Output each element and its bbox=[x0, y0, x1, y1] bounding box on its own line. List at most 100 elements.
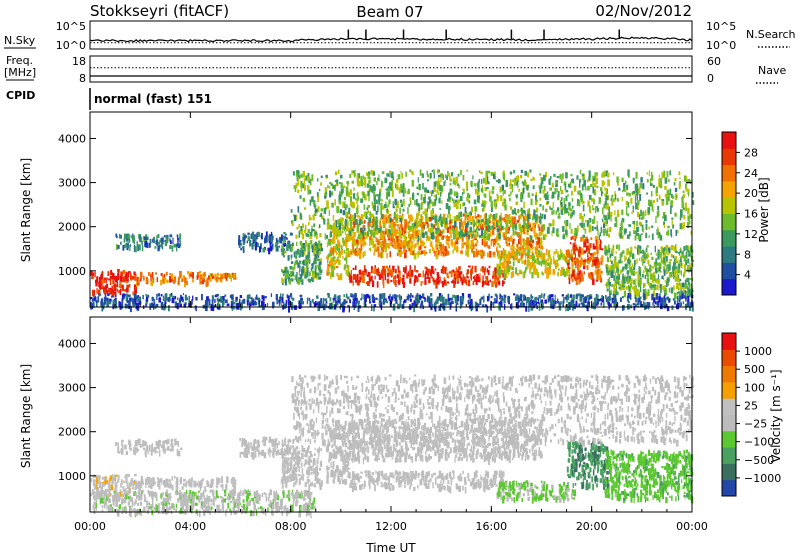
scatter-cell bbox=[319, 233, 322, 238]
scatter-cell bbox=[525, 222, 529, 230]
scatter-cell bbox=[623, 185, 625, 192]
scatter-cell bbox=[301, 250, 304, 257]
scatter-cell bbox=[248, 301, 252, 304]
scatter-cell bbox=[542, 224, 545, 231]
scatter-cell bbox=[604, 201, 607, 208]
nsky-label: N.Sky bbox=[4, 34, 36, 47]
scatter-cell bbox=[413, 305, 416, 313]
scatter-cell bbox=[417, 232, 420, 239]
scatter-cell bbox=[412, 243, 414, 248]
scatter-cell bbox=[601, 191, 604, 194]
scatter-cell bbox=[94, 295, 97, 299]
scatter-cell bbox=[557, 191, 560, 198]
scatter-cell bbox=[346, 293, 348, 298]
scatter-cell bbox=[492, 275, 494, 279]
scatter-cell bbox=[315, 302, 319, 306]
scatter-cell bbox=[536, 245, 538, 249]
scatter-cell bbox=[401, 228, 404, 235]
scatter-cell bbox=[125, 276, 128, 280]
scatter-cell bbox=[636, 226, 639, 232]
scatter-cell bbox=[630, 278, 633, 285]
scatter-cell bbox=[119, 234, 122, 239]
scatter-cell bbox=[612, 293, 615, 297]
scatter-cell bbox=[362, 251, 365, 258]
scatter-cell bbox=[150, 276, 152, 282]
scatter-cell bbox=[309, 199, 312, 206]
scatter-cell bbox=[403, 201, 405, 207]
scatter-cell bbox=[358, 300, 360, 304]
scatter-cell bbox=[565, 172, 568, 179]
scatter-cell bbox=[136, 295, 139, 300]
scatter-cell bbox=[687, 223, 690, 227]
scatter-cell bbox=[349, 275, 353, 283]
scatter-cell bbox=[357, 234, 361, 240]
scatter-cell bbox=[679, 257, 682, 262]
scatter-cell bbox=[95, 300, 98, 303]
scatter-cell bbox=[515, 213, 517, 216]
scatter-cell bbox=[578, 199, 581, 207]
scatter-cell bbox=[606, 228, 609, 233]
scatter-cell bbox=[471, 248, 474, 252]
scatter-cell bbox=[674, 177, 677, 182]
scatter-cell bbox=[589, 244, 591, 247]
scatter-cell bbox=[508, 272, 510, 275]
scatter-cell bbox=[626, 278, 629, 284]
scatter-cell bbox=[105, 279, 107, 284]
scatter-cell bbox=[138, 244, 141, 251]
scatter-cell bbox=[120, 241, 122, 245]
scatter-cell bbox=[511, 179, 515, 183]
scatter-cell bbox=[429, 216, 432, 222]
scatter-cell bbox=[326, 234, 329, 239]
scatter-cell bbox=[684, 264, 686, 268]
scatter-cell bbox=[460, 228, 462, 235]
scatter-cell bbox=[319, 250, 321, 255]
scatter-cell bbox=[152, 303, 156, 306]
scatter-cell bbox=[431, 169, 434, 173]
scatter-cell bbox=[126, 304, 129, 308]
scatter-cell bbox=[300, 174, 303, 178]
scatter-cell bbox=[398, 272, 401, 278]
scatter-cell bbox=[157, 245, 160, 252]
scatter-cell bbox=[565, 195, 568, 202]
scatter-cell bbox=[577, 258, 579, 265]
scatter-cell bbox=[279, 296, 282, 300]
scatter-cell bbox=[506, 239, 508, 247]
scatter-cell bbox=[506, 229, 509, 234]
noise-tick-top-right: 10^5 bbox=[706, 20, 736, 33]
scatter-cell bbox=[520, 192, 524, 199]
scatter-cell bbox=[282, 297, 284, 303]
scatter-cell bbox=[689, 179, 692, 185]
scatter-cell bbox=[458, 215, 461, 222]
scatter-cell bbox=[153, 236, 155, 244]
scatter-cell bbox=[241, 246, 245, 249]
scatter-cell bbox=[131, 275, 135, 280]
scatter-cell bbox=[312, 214, 315, 221]
scatter-cell bbox=[425, 271, 428, 275]
scatter-cell bbox=[262, 247, 266, 253]
scatter-cell bbox=[360, 239, 362, 244]
scatter-cell bbox=[625, 263, 627, 270]
scatter-cell bbox=[626, 184, 629, 190]
scatter-cell bbox=[610, 215, 612, 222]
scatter-cell bbox=[306, 254, 309, 260]
scatter-cell bbox=[343, 203, 345, 208]
scatter-cell bbox=[556, 188, 558, 193]
scatter-cell bbox=[493, 301, 497, 304]
scatter-cell bbox=[381, 171, 385, 174]
scatter-cell bbox=[599, 239, 602, 245]
scatter-cell bbox=[528, 240, 531, 247]
scatter-cell bbox=[502, 170, 505, 174]
scatter-cell bbox=[309, 179, 312, 186]
scatter-cell bbox=[556, 259, 559, 263]
scatter-cell bbox=[314, 243, 316, 250]
scatter-cell bbox=[598, 274, 600, 281]
scatter-cell bbox=[129, 245, 131, 252]
scatter-cell bbox=[398, 294, 401, 300]
scatter-cell bbox=[585, 296, 588, 301]
scatter-cell bbox=[486, 231, 488, 234]
scatter-cell bbox=[633, 266, 636, 271]
scatter-cell bbox=[473, 234, 475, 237]
scatter-cell bbox=[395, 214, 398, 219]
scatter-cell bbox=[481, 281, 484, 288]
scatter-cell bbox=[479, 215, 482, 219]
